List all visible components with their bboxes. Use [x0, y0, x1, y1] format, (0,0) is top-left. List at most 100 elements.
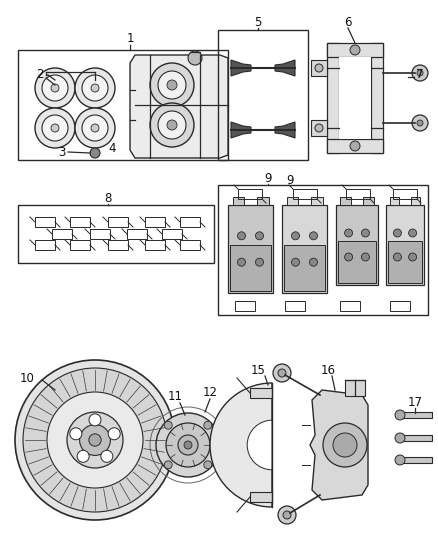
Circle shape — [393, 229, 401, 237]
Circle shape — [393, 253, 401, 261]
Bar — [250, 492, 272, 502]
Text: 10: 10 — [20, 372, 35, 384]
Bar — [70, 240, 90, 250]
Circle shape — [150, 103, 194, 147]
Bar — [108, 217, 128, 227]
Circle shape — [255, 232, 264, 240]
Circle shape — [273, 364, 291, 382]
Circle shape — [278, 506, 296, 524]
Circle shape — [158, 71, 186, 99]
Bar — [400, 435, 432, 441]
Circle shape — [35, 68, 75, 108]
Circle shape — [82, 75, 108, 101]
Circle shape — [417, 70, 423, 76]
Text: 7: 7 — [416, 69, 424, 82]
Bar — [393, 189, 417, 199]
Text: 16: 16 — [321, 364, 336, 376]
Polygon shape — [231, 60, 251, 76]
Circle shape — [292, 232, 300, 240]
Circle shape — [90, 148, 100, 158]
Bar — [311, 197, 322, 205]
Text: 11: 11 — [167, 391, 183, 403]
Circle shape — [409, 229, 417, 237]
Text: 1: 1 — [126, 31, 134, 44]
Text: 6: 6 — [344, 15, 352, 28]
Bar — [145, 217, 165, 227]
Circle shape — [80, 425, 110, 455]
Bar — [35, 217, 55, 227]
Circle shape — [315, 124, 323, 132]
Circle shape — [150, 63, 194, 107]
Text: 2: 2 — [36, 69, 44, 82]
Circle shape — [237, 232, 246, 240]
Circle shape — [350, 141, 360, 151]
Circle shape — [42, 75, 68, 101]
Circle shape — [67, 412, 123, 468]
Circle shape — [184, 441, 192, 449]
Text: 8: 8 — [104, 191, 112, 205]
Circle shape — [204, 421, 212, 429]
Circle shape — [47, 392, 143, 488]
Circle shape — [395, 455, 405, 465]
Circle shape — [350, 45, 360, 55]
Text: 12: 12 — [202, 386, 218, 400]
Circle shape — [89, 414, 101, 426]
Bar — [345, 380, 365, 396]
Circle shape — [82, 115, 108, 141]
Circle shape — [91, 124, 99, 132]
Bar — [18, 50, 228, 160]
Bar — [338, 241, 376, 283]
Bar — [162, 229, 182, 239]
Bar — [90, 229, 110, 239]
Circle shape — [283, 511, 291, 519]
Circle shape — [237, 258, 246, 266]
Text: 4: 4 — [108, 141, 116, 155]
Bar — [311, 120, 327, 136]
Circle shape — [77, 450, 89, 462]
Bar — [145, 240, 165, 250]
Bar — [327, 43, 383, 57]
Text: 5: 5 — [254, 15, 261, 28]
Bar — [388, 241, 422, 283]
Bar — [400, 412, 432, 418]
Bar — [282, 205, 327, 293]
Circle shape — [15, 360, 175, 520]
Bar — [257, 197, 268, 205]
Circle shape — [51, 84, 59, 92]
Text: 15: 15 — [251, 364, 265, 376]
Bar — [180, 240, 200, 250]
Circle shape — [164, 461, 172, 469]
Bar — [35, 240, 55, 250]
Bar — [218, 185, 428, 315]
Circle shape — [323, 423, 367, 467]
Circle shape — [255, 258, 264, 266]
Bar — [286, 197, 298, 205]
Circle shape — [35, 108, 75, 148]
Bar — [336, 205, 378, 285]
Wedge shape — [247, 420, 272, 470]
Bar — [386, 205, 424, 285]
Circle shape — [310, 258, 318, 266]
Text: 9: 9 — [286, 174, 294, 187]
Circle shape — [167, 80, 177, 90]
Circle shape — [158, 111, 186, 139]
Circle shape — [395, 410, 405, 420]
Bar — [371, 43, 383, 153]
Circle shape — [156, 413, 220, 477]
Circle shape — [91, 84, 99, 92]
Bar — [235, 301, 255, 311]
Circle shape — [333, 433, 357, 457]
Bar — [52, 229, 72, 239]
Circle shape — [164, 421, 172, 429]
Circle shape — [412, 65, 428, 81]
Bar — [327, 43, 339, 153]
Bar — [218, 30, 308, 160]
Bar — [311, 60, 327, 76]
Circle shape — [278, 369, 286, 377]
Circle shape — [361, 253, 369, 261]
Circle shape — [108, 428, 120, 440]
Bar — [230, 245, 271, 291]
Polygon shape — [275, 122, 295, 138]
Bar — [180, 217, 200, 227]
Text: 3: 3 — [58, 146, 66, 158]
